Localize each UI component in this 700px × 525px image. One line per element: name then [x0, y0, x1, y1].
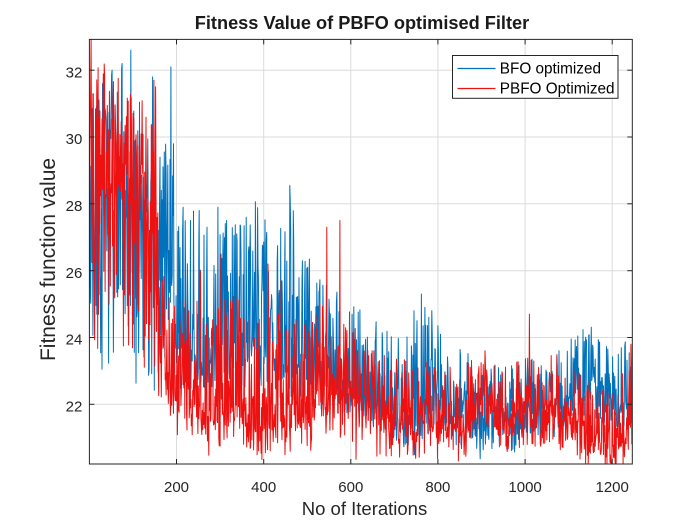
svg-text:22: 22	[66, 399, 83, 416]
svg-text:PBFO Optimized: PBFO Optimized	[500, 81, 615, 98]
svg-text:24: 24	[66, 332, 83, 349]
svg-text:Fitness function value: Fitness function value	[37, 158, 60, 361]
svg-text:BFO optimized: BFO optimized	[500, 61, 601, 78]
svg-text:400: 400	[251, 479, 276, 496]
svg-text:32: 32	[66, 64, 83, 81]
svg-text:28: 28	[66, 198, 83, 215]
svg-text:800: 800	[425, 479, 450, 496]
svg-text:26: 26	[66, 265, 83, 282]
svg-text:600: 600	[338, 479, 363, 496]
svg-text:No of Iterations: No of Iterations	[302, 498, 427, 519]
svg-text:30: 30	[66, 131, 83, 148]
svg-text:Fitness Value of PBFO optimise: Fitness Value of PBFO optimised Filter	[195, 13, 530, 33]
svg-text:200: 200	[164, 479, 189, 496]
svg-text:1200: 1200	[596, 479, 629, 496]
svg-text:1000: 1000	[508, 479, 541, 496]
